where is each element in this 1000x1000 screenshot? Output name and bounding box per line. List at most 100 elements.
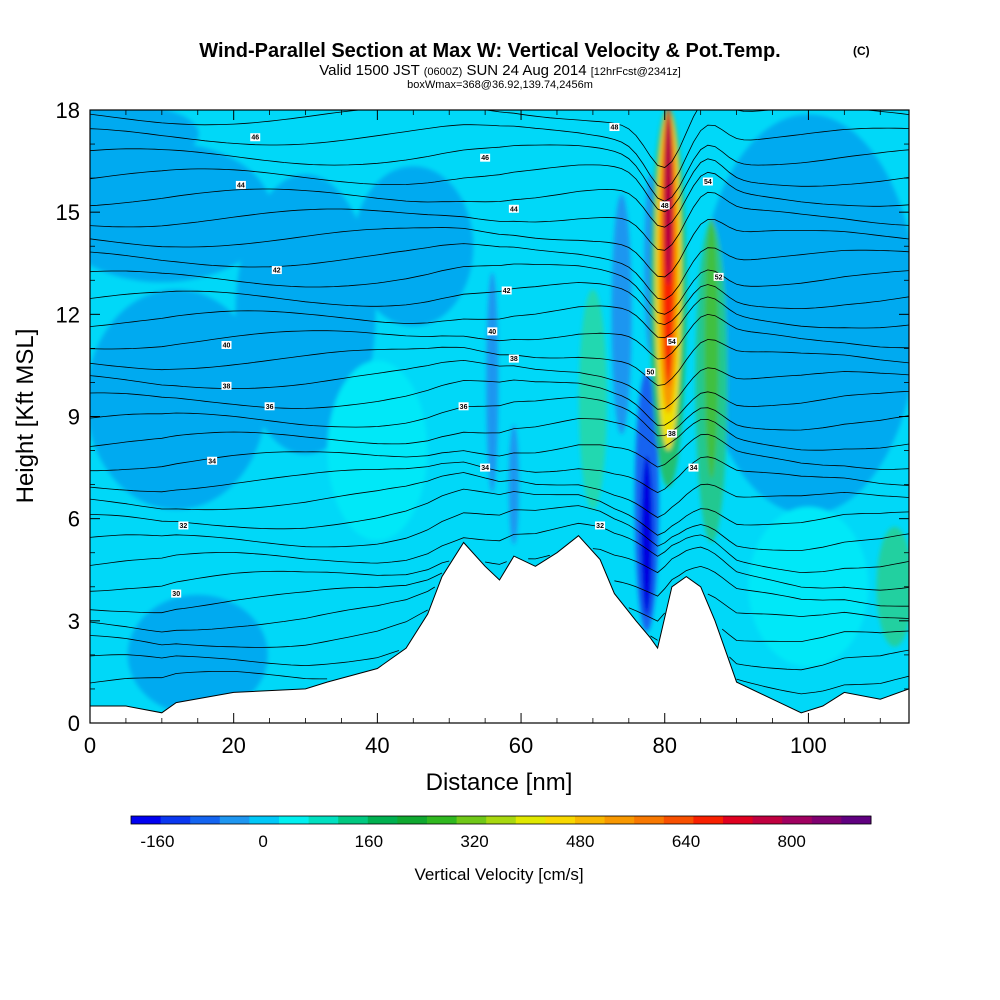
isoline-label: 40: [223, 342, 231, 349]
colorbar-swatch: [338, 816, 369, 824]
colorbar-swatch: [190, 816, 221, 824]
isoline-label: 30: [172, 591, 180, 598]
colorbar-swatch: [249, 816, 280, 824]
terrain: [90, 535, 909, 723]
isoline-label-bg: [480, 153, 491, 162]
isoline: [90, 296, 909, 339]
potential-temperature-isolines: [90, 110, 909, 695]
isoline: [90, 565, 909, 614]
isoline-label: 54: [704, 179, 712, 186]
isoline: [90, 191, 909, 251]
colorbar-tick-label: 640: [672, 832, 700, 851]
chart-subtitle: Valid 1500 JST (0600Z) SUN 24 Aug 2014 […: [319, 62, 681, 79]
isoline: [90, 263, 909, 315]
x-tick-label: 40: [365, 733, 389, 758]
colorbar-swatch: [397, 816, 428, 824]
isoline-label-bg: [221, 381, 232, 390]
isoline-label-bg: [595, 521, 606, 530]
colorbar-swatch: [782, 816, 813, 824]
colorbar-swatch: [545, 816, 576, 824]
isoline-label-bg: [702, 177, 713, 186]
x-tick-label: 60: [509, 733, 533, 758]
colorbar-swatch: [427, 816, 458, 824]
valid-utc: (0600Z): [424, 66, 463, 78]
isoline-label-bg: [221, 340, 232, 349]
colorbar-swatch: [456, 816, 487, 824]
colorbar-swatch: [663, 816, 694, 824]
colorbar-tick-label: 320: [460, 832, 488, 851]
isoline-label: 36: [460, 404, 468, 411]
y-tick-label: 18: [56, 98, 80, 123]
isoline-label: 32: [179, 523, 187, 530]
colorbar-swatch: [160, 816, 191, 824]
y-tick-label: 15: [56, 200, 80, 225]
isoline-label-bg: [171, 589, 182, 598]
colorbar-swatch: [723, 816, 754, 824]
isoline-label-bg: [487, 327, 498, 336]
isoline-label: 34: [481, 465, 489, 472]
isoline-label: 38: [223, 383, 231, 390]
velocity-region: [611, 194, 632, 435]
colorbar-label: Vertical Velocity [cm/s]: [414, 865, 583, 884]
isoline: [90, 671, 909, 695]
colorbar-tick-label: 0: [258, 832, 267, 851]
colorbar-swatch: [604, 816, 635, 824]
colorbar-swatch: [841, 816, 872, 824]
x-axis-label: Distance [nm]: [426, 769, 573, 796]
isoline-label: 54: [668, 339, 676, 346]
x-axis: 0 20 40 60 80 100: [84, 110, 881, 758]
velocity-region: [353, 166, 474, 327]
isoline-label: 34: [208, 458, 216, 465]
isoline: [90, 649, 909, 671]
isoline: [90, 472, 909, 518]
velocity-region: [578, 289, 607, 510]
isoline-label-bg: [659, 201, 670, 210]
colorbar: -160 0 160 320 480 640 800: [130, 815, 872, 851]
isoline-label-bg: [480, 463, 491, 472]
isoline: [90, 110, 909, 168]
colorbar-frame: [130, 815, 872, 825]
velocity-field: [90, 110, 909, 715]
colorbar-swatch: [486, 816, 517, 824]
isoline: [90, 124, 909, 189]
isoline-label: 38: [510, 356, 518, 363]
isoline-label: 44: [510, 206, 518, 213]
isoline-label-bg: [713, 272, 724, 281]
colorbar-swatch: [515, 816, 546, 824]
colorbar-swatch: [752, 816, 783, 824]
isoline-label: 48: [611, 125, 619, 132]
colorbar-tick-label: 160: [355, 832, 383, 851]
isoline-label-bg: [235, 180, 246, 189]
x-tick-label: 80: [652, 733, 676, 758]
isoline-label: 32: [596, 523, 604, 530]
isoline-label-bg: [178, 521, 189, 530]
x-tick-label: 20: [221, 733, 245, 758]
velocity-region: [704, 218, 719, 479]
colorbar-swatch: [219, 816, 250, 824]
velocity-region: [127, 594, 268, 715]
isoline-labels: 46 44 48 46 44 42 42 40 40 38 38 36 36 34 34 32 30 32 48 54…: [171, 123, 724, 598]
isoline-label: 38: [668, 431, 676, 438]
isoline-label: 40: [488, 329, 496, 336]
isoline-label: 42: [503, 288, 511, 295]
colorbar-swatch: [634, 816, 665, 824]
y-tick-label: 12: [56, 302, 80, 327]
y-tick-label: 3: [68, 609, 80, 634]
colorbar-tick-label: 480: [566, 832, 594, 851]
isoline-label-bg: [645, 368, 656, 377]
isoline: [90, 396, 909, 437]
isoline-label-bg: [609, 123, 620, 132]
isoline-label: 36: [266, 404, 274, 411]
chart-title: Wind-Parallel Section at Max W: Vertical…: [199, 40, 780, 62]
isoline-label: 46: [251, 135, 259, 142]
velocity-region: [876, 526, 909, 647]
velocity-region: [327, 360, 428, 541]
isoline: [90, 522, 909, 574]
isoline-label-bg: [264, 402, 275, 411]
isoline-label: 46: [481, 155, 489, 162]
isoline: [90, 418, 909, 451]
isoline: [90, 158, 909, 213]
isoline: [90, 313, 909, 360]
